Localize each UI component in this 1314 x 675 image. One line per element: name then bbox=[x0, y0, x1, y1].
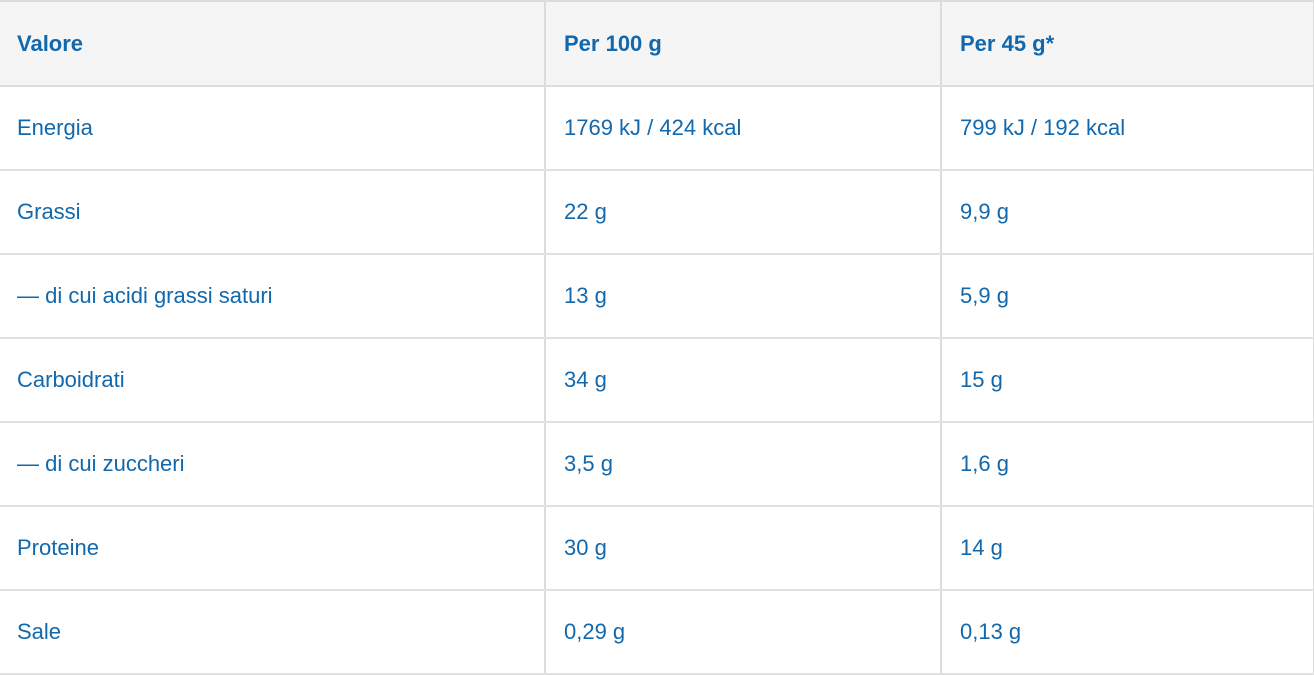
table-header: Valore Per 100 g Per 45 g* bbox=[0, 1, 1314, 87]
per-100g-cell: 3,5 g bbox=[545, 422, 942, 507]
nutrient-name-cell: — di cui zuccheri bbox=[0, 422, 546, 507]
table-body: Energia 1769 kJ / 424 kcal 799 kJ / 192 … bbox=[0, 86, 1314, 675]
per-100g-cell: 0,29 g bbox=[545, 590, 942, 675]
nutrient-name-cell: Energia bbox=[0, 86, 546, 171]
column-header-per-100g: Per 100 g bbox=[545, 1, 942, 87]
per-45g-cell: 799 kJ / 192 kcal bbox=[941, 86, 1314, 171]
per-45g-cell: 0,13 g bbox=[941, 590, 1314, 675]
nutrient-name-cell: Proteine bbox=[0, 506, 546, 591]
nutrient-name-cell: Grassi bbox=[0, 170, 546, 255]
table-row-carboidrati: Carboidrati 34 g 15 g bbox=[0, 338, 1314, 423]
header-row: Valore Per 100 g Per 45 g* bbox=[0, 1, 1314, 87]
column-header-valore: Valore bbox=[0, 1, 546, 87]
per-45g-cell: 5,9 g bbox=[941, 254, 1314, 339]
per-45g-cell: 1,6 g bbox=[941, 422, 1314, 507]
nutrient-name-cell: — di cui acidi grassi saturi bbox=[0, 254, 546, 339]
per-100g-cell: 13 g bbox=[545, 254, 942, 339]
table-row-energia: Energia 1769 kJ / 424 kcal 799 kJ / 192 … bbox=[0, 86, 1314, 171]
table-row-sale: Sale 0,29 g 0,13 g bbox=[0, 590, 1314, 675]
table-row-acidi-grassi-saturi: — di cui acidi grassi saturi 13 g 5,9 g bbox=[0, 254, 1314, 339]
nutrient-name-cell: Carboidrati bbox=[0, 338, 546, 423]
per-100g-cell: 1769 kJ / 424 kcal bbox=[545, 86, 942, 171]
per-100g-cell: 22 g bbox=[545, 170, 942, 255]
table-row-grassi: Grassi 22 g 9,9 g bbox=[0, 170, 1314, 255]
per-45g-cell: 14 g bbox=[941, 506, 1314, 591]
nutrient-name-cell: Sale bbox=[0, 590, 546, 675]
per-100g-cell: 30 g bbox=[545, 506, 942, 591]
per-100g-cell: 34 g bbox=[545, 338, 942, 423]
table-row-proteine: Proteine 30 g 14 g bbox=[0, 506, 1314, 591]
per-45g-cell: 15 g bbox=[941, 338, 1314, 423]
table-row-zuccheri: — di cui zuccheri 3,5 g 1,6 g bbox=[0, 422, 1314, 507]
per-45g-cell: 9,9 g bbox=[941, 170, 1314, 255]
column-header-per-45g: Per 45 g* bbox=[941, 1, 1314, 87]
